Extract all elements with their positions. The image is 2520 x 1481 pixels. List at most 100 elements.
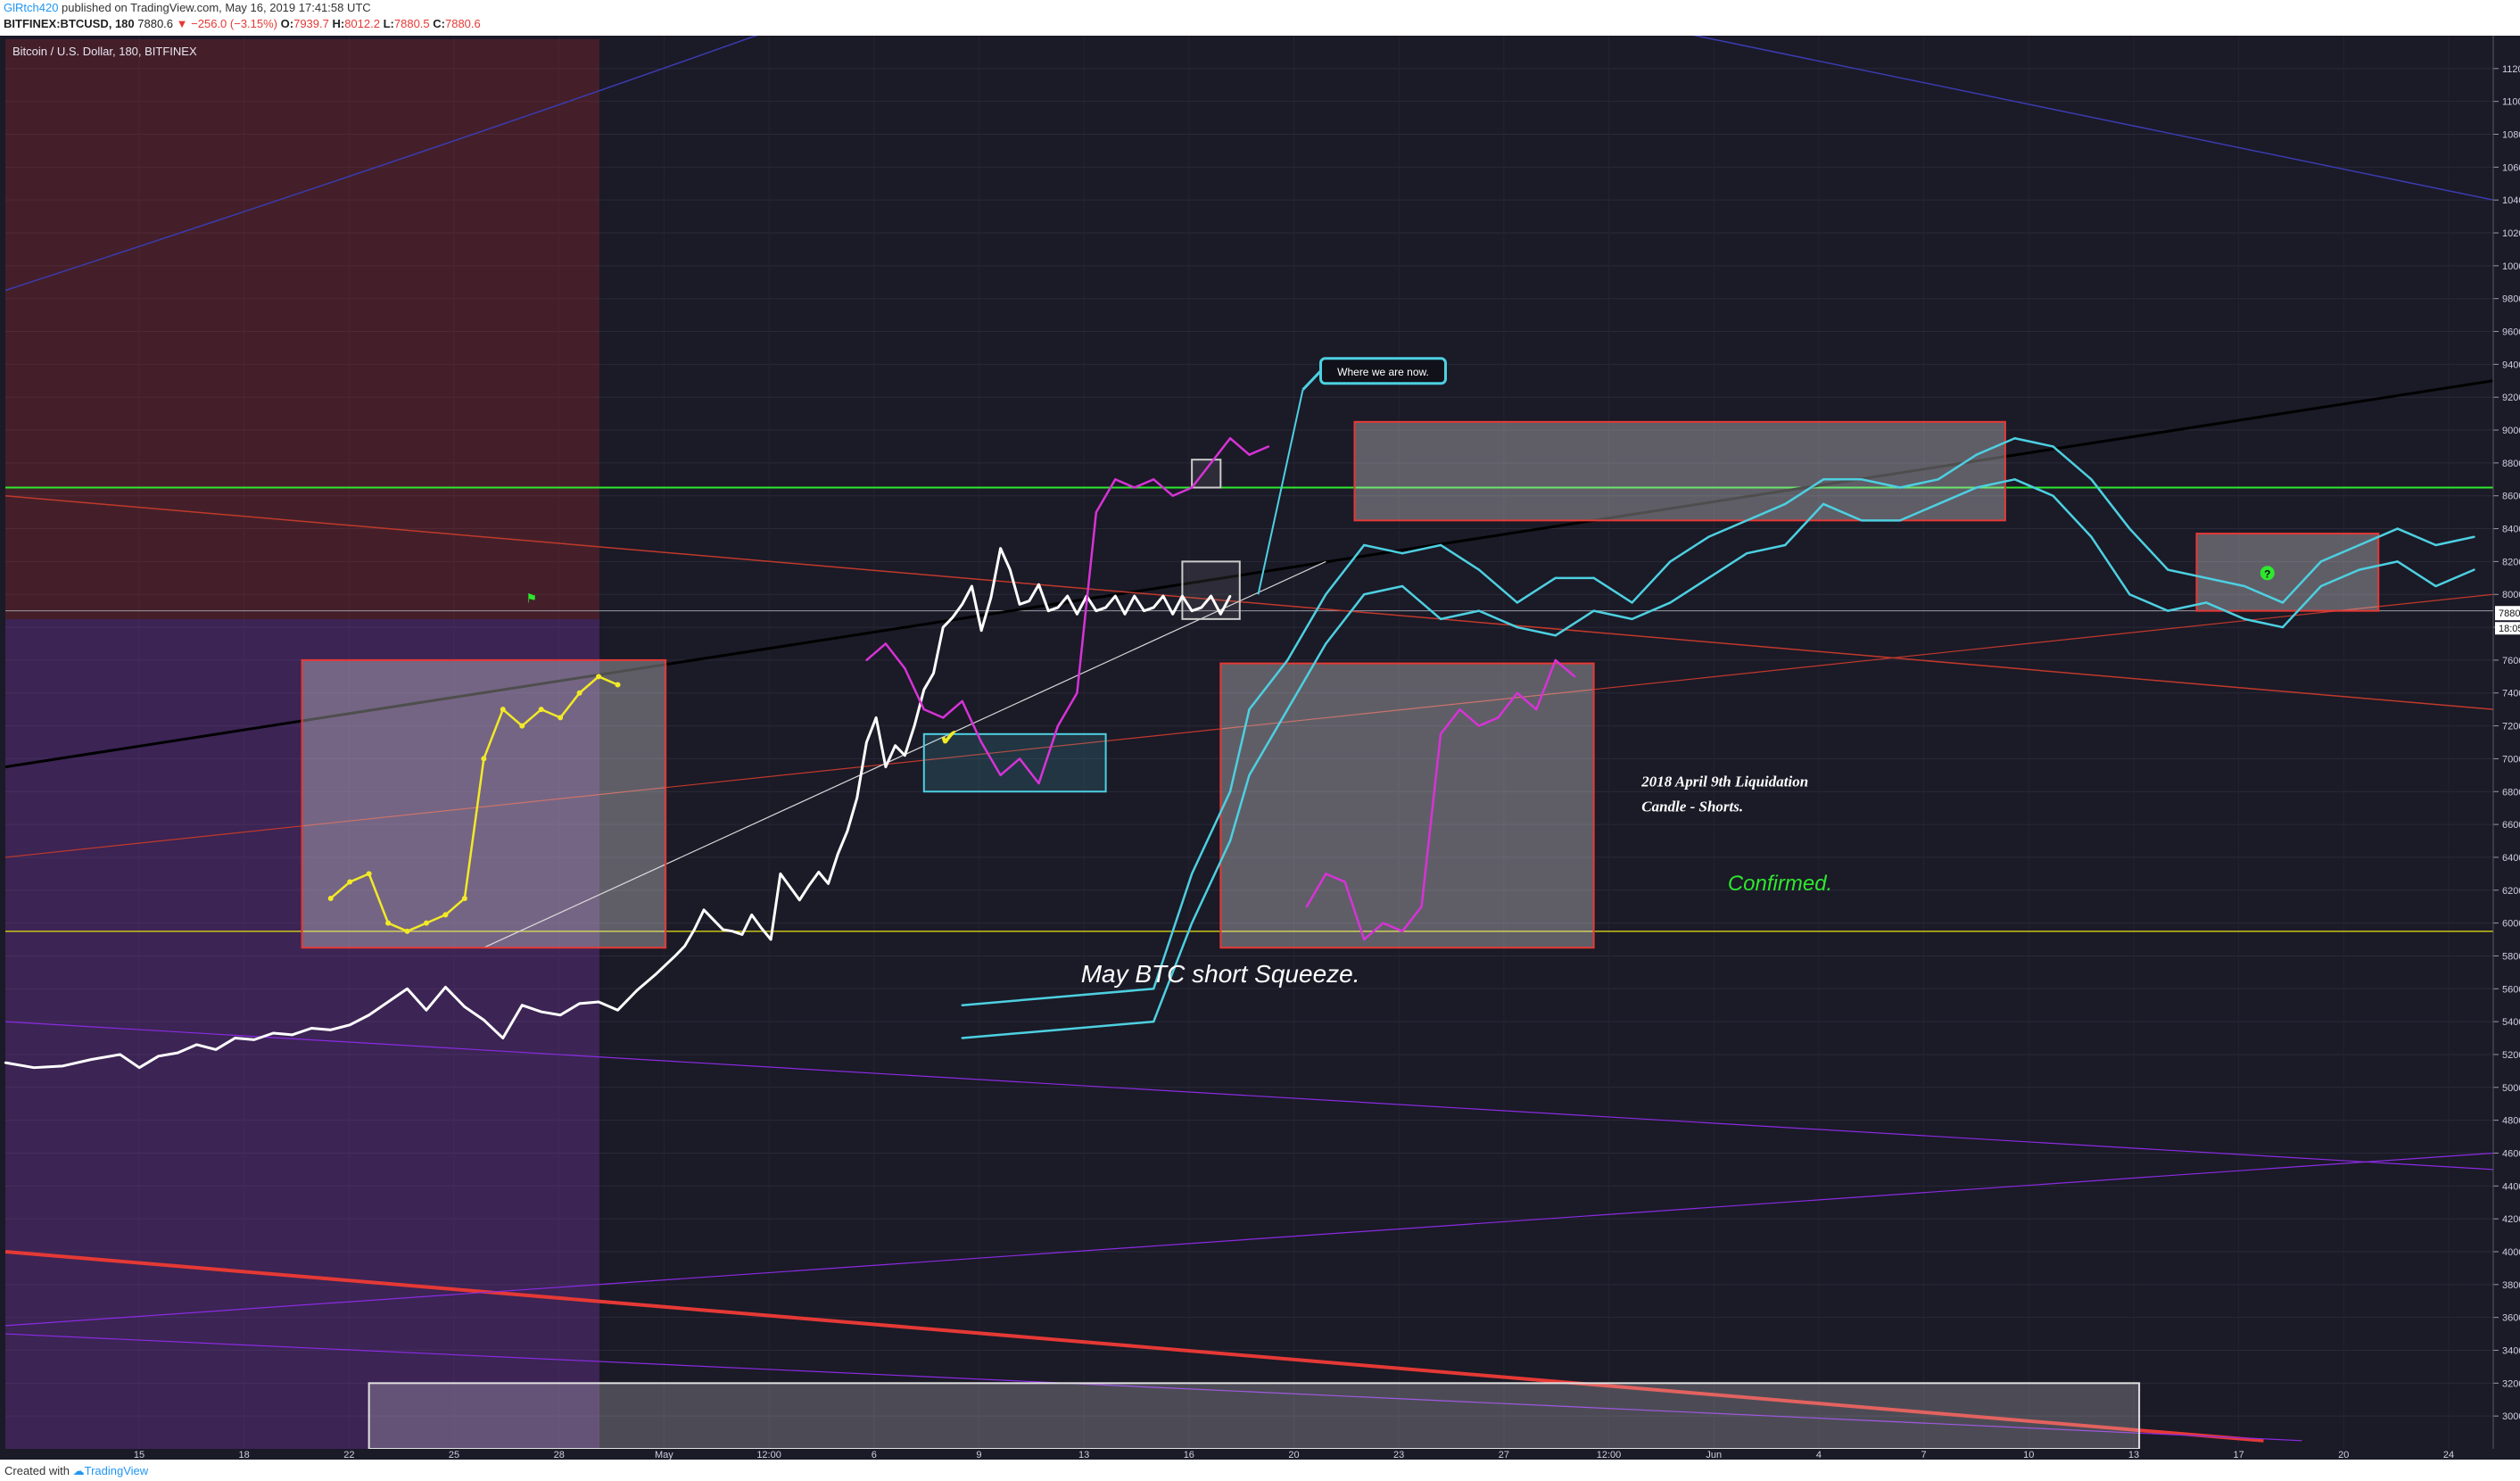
data-point-1: [1746, 519, 1748, 522]
price-change: −256.0 (−3.15%): [191, 17, 278, 30]
data-point-1: [2167, 568, 2169, 571]
data-point-3: [1076, 691, 1078, 694]
data-point-1: [1153, 988, 1155, 990]
data-point-1: [1975, 453, 1978, 456]
data-point-0: [368, 1014, 370, 1016]
data-point-1: [2052, 445, 2054, 448]
annotation-boxes: [301, 420, 2380, 1450]
y-tick-label: 9000.0: [2502, 426, 2520, 436]
data-point-0: [846, 830, 849, 832]
data-point-3: [1095, 510, 1098, 514]
data-point-0: [90, 1058, 93, 1061]
red-main-line: [4, 1249, 2264, 1443]
data-point-0: [693, 928, 696, 931]
data-point-0: [32, 1066, 36, 1069]
data-point-1: [2396, 527, 2399, 530]
data-point-3: [942, 716, 945, 719]
data-point-3: [1056, 724, 1060, 727]
data-point-0: [807, 884, 811, 887]
y-tick-label: 7200.0: [2502, 722, 2520, 732]
data-point-4: [1497, 716, 1500, 719]
price-chart[interactable]: Where we are now. May BTC short Squeeze. 2…: [0, 36, 2520, 1460]
data-point-0: [1181, 594, 1184, 598]
series-layer: [4, 437, 2475, 1070]
data-point-0: [932, 672, 935, 674]
data-point-0: [291, 1033, 294, 1037]
data-point-3: [999, 774, 1002, 777]
publish-text: published on TradingView.com, May 16, 20…: [62, 1, 371, 14]
data-point-0: [922, 688, 925, 691]
y-tick-label: 10400.0: [2502, 195, 2520, 206]
data-point-0: [195, 1043, 198, 1047]
data-point-5: [519, 723, 525, 729]
data-point-5: [500, 707, 506, 713]
data-point-3: [884, 642, 888, 645]
data-point-0: [521, 1004, 524, 1006]
x-tick-label: 6: [872, 1450, 877, 1460]
data-point-0: [1047, 609, 1050, 612]
data-point-4: [1343, 881, 1346, 883]
data-point-0: [894, 744, 896, 747]
x-tick-label: 15: [134, 1450, 145, 1460]
data-point-2: [1898, 519, 1902, 522]
data-point-0: [62, 1064, 64, 1068]
liquidation-line-1: 2018 April 9th Liquidation: [1640, 774, 1808, 790]
data-point-0: [348, 1023, 351, 1027]
y-tick-label: 8000.0: [2502, 590, 2520, 600]
data-point-0: [750, 914, 753, 916]
data-point-0: [769, 938, 773, 941]
y-tick-label: 5600.0: [2502, 984, 2520, 995]
data-point-2: [2052, 494, 2054, 497]
tradingview-brand: TradingView: [84, 1464, 149, 1477]
y-tick-label: 6200.0: [2502, 886, 2520, 897]
data-point-3: [1171, 494, 1174, 497]
data-point-4: [1439, 732, 1442, 735]
data-point-5: [538, 707, 544, 713]
black-trend-line: [4, 379, 2494, 769]
symbol-label: BITFINEX:BTCUSD, 180: [4, 17, 135, 30]
data-point-3: [1190, 486, 1194, 489]
data-point-1: [2319, 560, 2323, 563]
data-point-1: [1707, 535, 1710, 538]
data-point-5: [404, 928, 410, 934]
data-point-5: [558, 715, 564, 721]
data-point-0: [961, 603, 963, 606]
data-point-2: [1363, 593, 1366, 596]
y-tick-label: 3600.0: [2502, 1313, 2520, 1324]
data-point-5: [385, 920, 392, 926]
data-point-4: [1554, 658, 1557, 662]
y-tick-label: 8400.0: [2502, 525, 2520, 535]
data-point-0: [1028, 600, 1030, 602]
data-point-0: [913, 724, 916, 727]
data-point-0: [874, 716, 878, 719]
data-point-4: [1382, 922, 1384, 924]
data-point-3: [1133, 486, 1136, 489]
author-link[interactable]: GlRtch420: [4, 1, 59, 14]
tradingview-logo-icon: ☁: [72, 1464, 85, 1477]
x-tick-label: 24: [2443, 1450, 2454, 1460]
x-tick-label: 18: [239, 1450, 250, 1460]
data-point-0: [1133, 594, 1136, 598]
data-point-3: [1153, 478, 1155, 481]
liquidation-line-2: Candle - Shorts.: [1641, 798, 1743, 815]
data-point-2: [1554, 634, 1557, 637]
y-tick-label: 4200.0: [2502, 1214, 2520, 1225]
last-price: 7880.6: [137, 17, 174, 30]
data-point-0: [444, 986, 447, 989]
data-point-5: [481, 756, 487, 762]
footer: Created with ☁TradingView: [4, 1464, 148, 1478]
chart-title: Bitcoin / U.S. Dollar, 180, BITFINEX: [12, 45, 197, 58]
data-point-5: [615, 682, 621, 688]
x-axis-strip: [5, 1449, 2520, 1460]
data-point-1: [1477, 568, 1481, 571]
red-desc-line: [4, 494, 2494, 710]
data-point-5: [461, 895, 467, 901]
data-point-0: [655, 972, 657, 975]
data-point-0: [1171, 613, 1174, 616]
data-point-2: [1248, 774, 1251, 777]
data-point-0: [1153, 606, 1155, 609]
data-point-1: [1439, 543, 1442, 547]
data-point-2: [1286, 707, 1289, 711]
x-tick-label: 4: [1816, 1450, 1822, 1460]
data-point-0: [817, 871, 820, 873]
